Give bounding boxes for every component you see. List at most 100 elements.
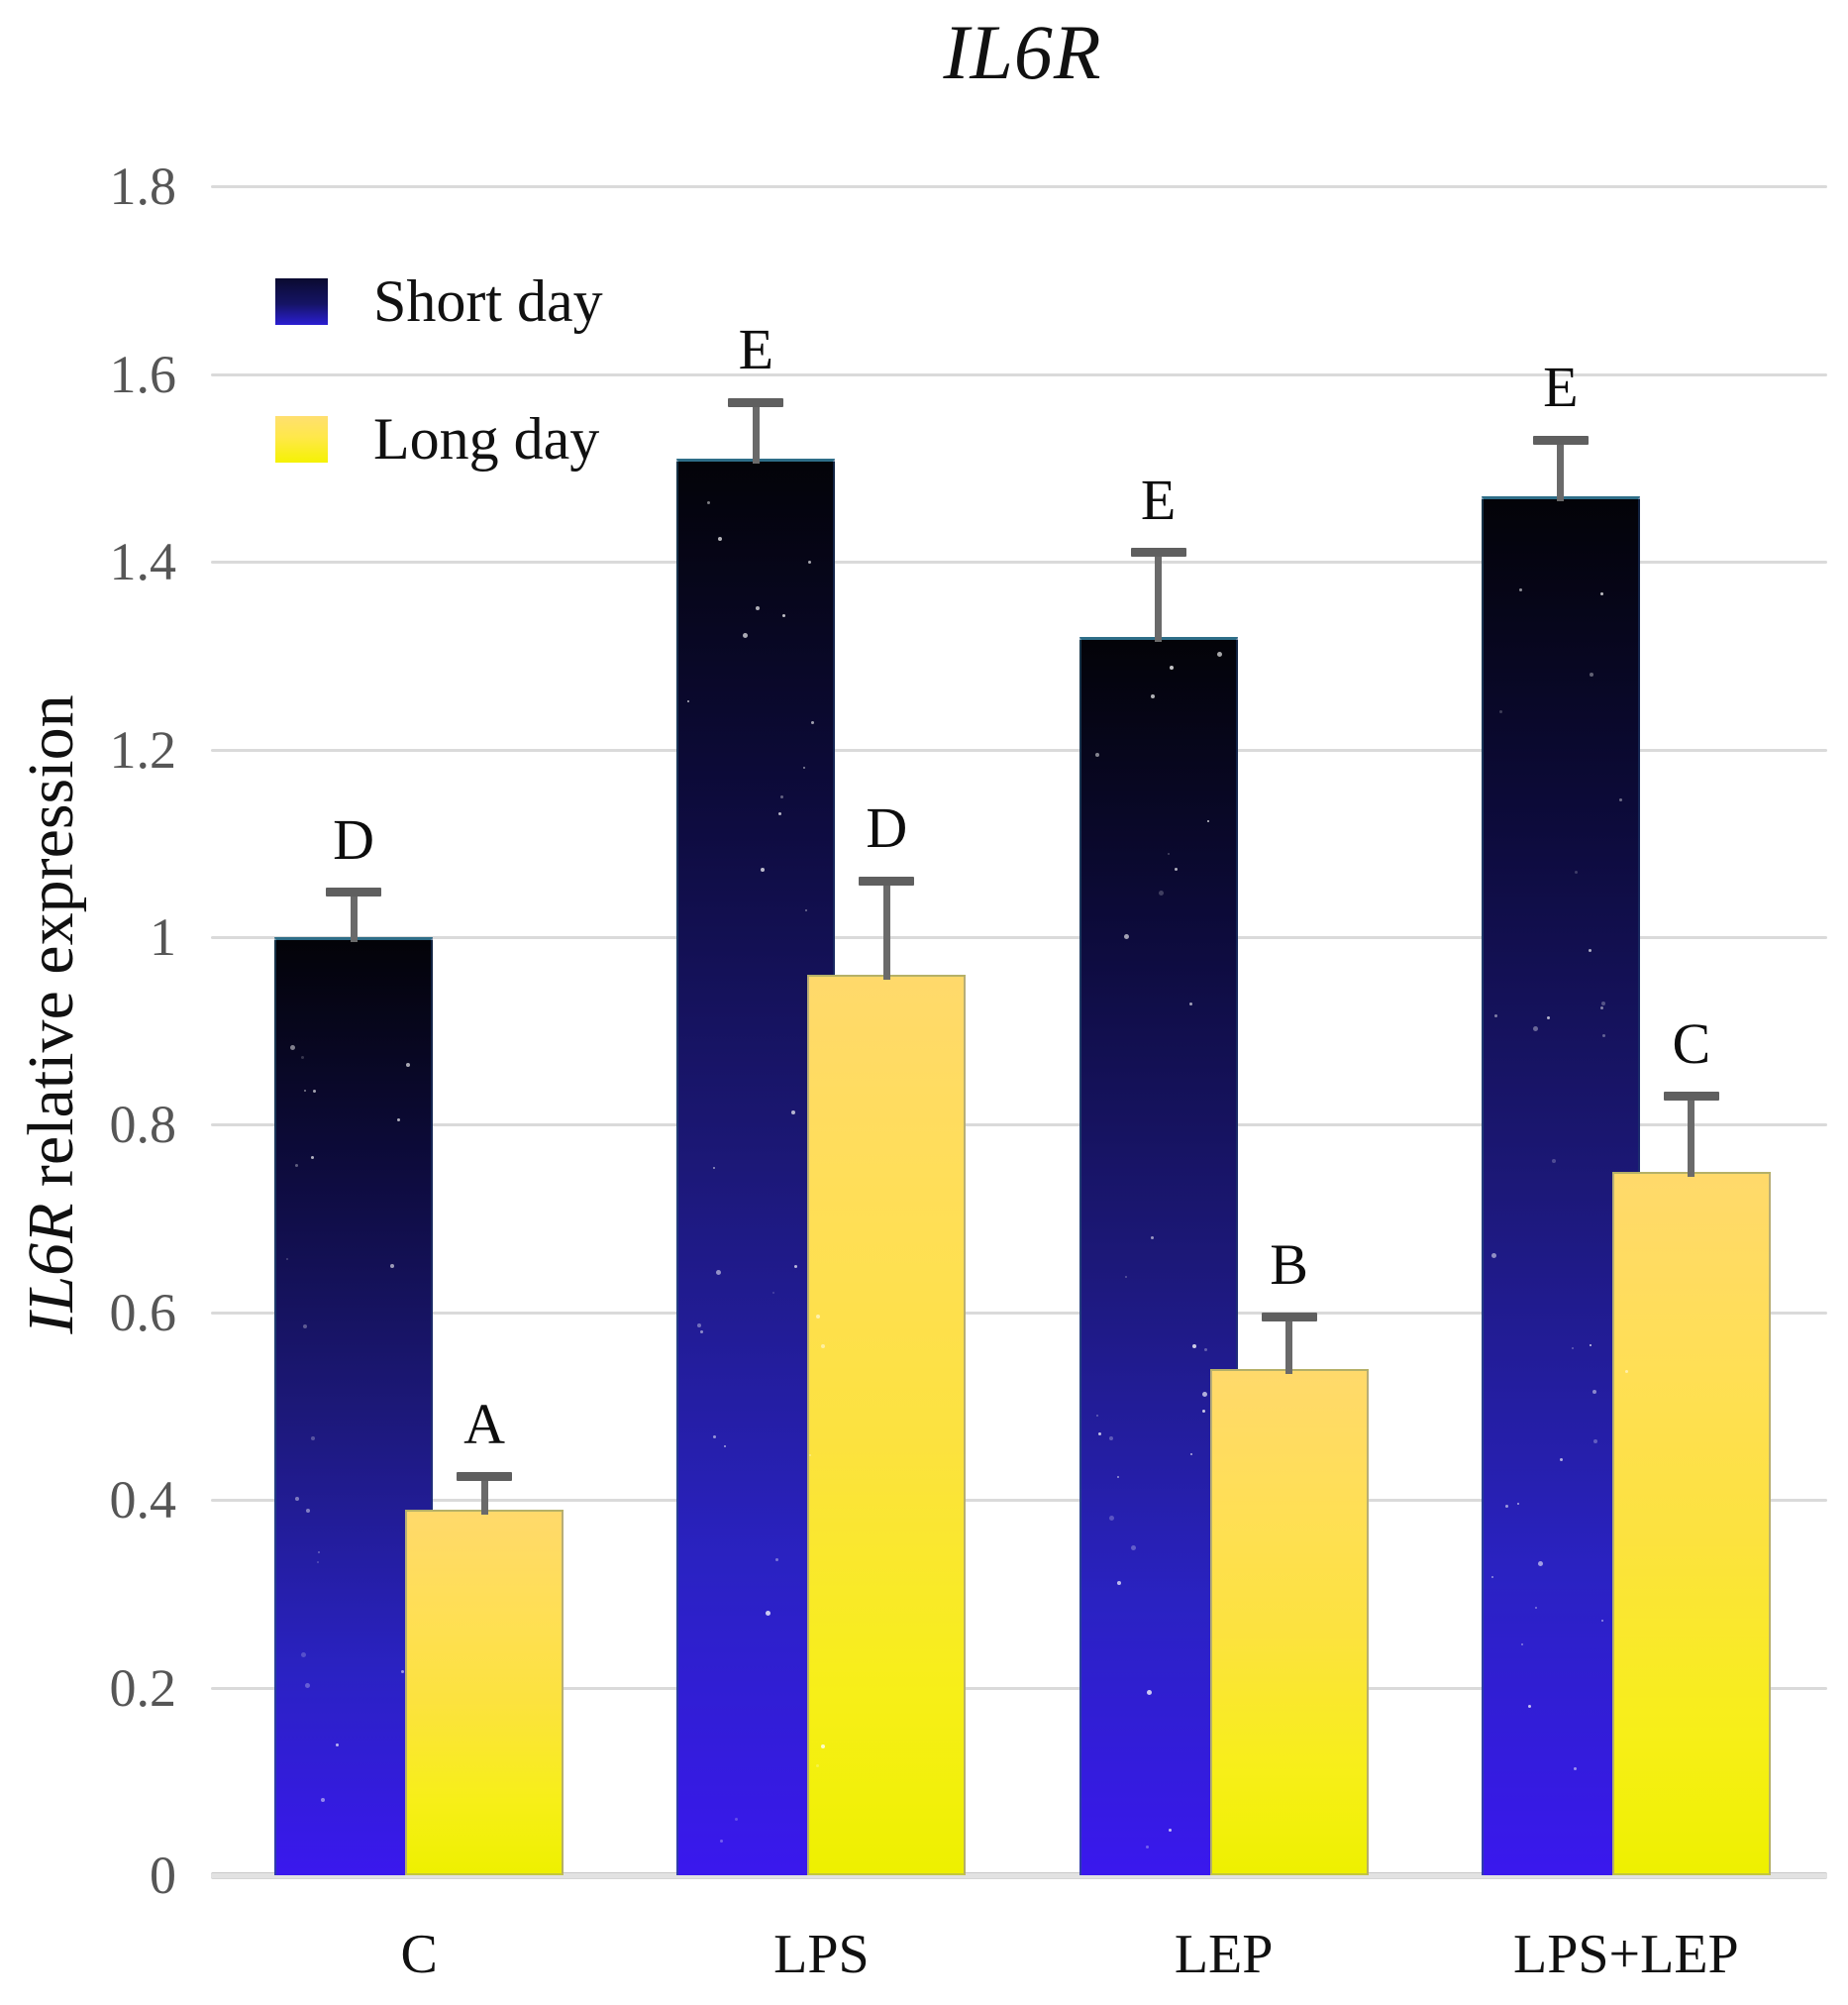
legend-item-short-day: Short day xyxy=(275,267,603,336)
star-speckle xyxy=(771,1292,774,1295)
star-speckle xyxy=(1516,1503,1519,1506)
star-speckle xyxy=(686,700,689,703)
bar-long-day-LPS xyxy=(807,974,967,1875)
star-speckle xyxy=(396,1117,400,1121)
star-speckle xyxy=(717,537,722,542)
significance-letter: C xyxy=(1672,1010,1711,1076)
significance-letter: A xyxy=(463,1391,506,1456)
y-tick-label: 0.4 xyxy=(109,1470,177,1530)
significance-letter: E xyxy=(738,317,774,382)
star-speckle xyxy=(1537,1561,1543,1567)
star-speckle xyxy=(1190,1453,1193,1456)
star-speckle xyxy=(1098,1432,1102,1436)
significance-letter: E xyxy=(1543,355,1579,420)
star-speckle xyxy=(310,1435,315,1440)
star-speckle xyxy=(1168,1828,1172,1832)
star-speckle xyxy=(807,561,811,565)
star-speckle xyxy=(285,1258,288,1261)
star-speckle xyxy=(1589,1344,1591,1347)
star-speckle xyxy=(793,1265,797,1269)
y-axis-title: IL6R relative expression xyxy=(15,172,87,1856)
bar-long-day-LEP xyxy=(1209,1368,1369,1875)
star-speckle xyxy=(760,867,765,872)
star-speckle xyxy=(1528,1704,1532,1708)
star-speckle xyxy=(302,1323,307,1328)
star-speckle xyxy=(766,1611,771,1617)
star-speckle xyxy=(1124,934,1130,940)
star-speckle xyxy=(1573,1767,1577,1770)
error-bar-cap xyxy=(1532,435,1589,445)
gridline xyxy=(211,185,1827,189)
star-speckle xyxy=(716,1270,722,1276)
gridline xyxy=(211,1311,1827,1315)
error-bar-stem xyxy=(1557,440,1565,501)
gridline xyxy=(211,1123,1827,1127)
star-speckle xyxy=(1599,1005,1603,1009)
short-day-swatch-icon xyxy=(275,278,328,325)
gridline xyxy=(211,1686,1827,1690)
star-speckle xyxy=(1151,694,1156,699)
star-speckle xyxy=(734,1817,738,1821)
star-speckle xyxy=(1169,665,1174,670)
error-bar-stem xyxy=(1688,1096,1695,1177)
star-speckle xyxy=(820,1744,825,1749)
x-axis-baseline xyxy=(211,1872,1827,1879)
star-speckle xyxy=(1599,591,1603,595)
star-speckle xyxy=(320,1798,325,1803)
star-speckle xyxy=(1590,673,1594,678)
star-speckle xyxy=(305,1683,311,1689)
y-tick-label: 0 xyxy=(150,1846,176,1905)
y-tick-label: 0.2 xyxy=(109,1657,177,1718)
star-speckle xyxy=(289,1044,295,1050)
star-speckle xyxy=(699,1330,703,1334)
error-bar-cap xyxy=(326,888,382,897)
star-speckle xyxy=(1602,1034,1606,1038)
star-speckle xyxy=(713,1434,717,1438)
star-speckle xyxy=(1491,1576,1494,1579)
legend-item-long-day: Long day xyxy=(275,405,599,474)
star-speckle xyxy=(1589,948,1592,952)
star-speckle xyxy=(782,613,786,617)
error-bar-stem xyxy=(1155,552,1163,642)
star-speckle xyxy=(1535,1607,1538,1610)
star-speckle xyxy=(1204,1347,1208,1351)
y-tick-label: 0.6 xyxy=(109,1282,177,1342)
star-speckle xyxy=(335,1743,339,1747)
bar-long-day-LPS+LEP xyxy=(1611,1171,1771,1875)
star-speckle xyxy=(1490,1252,1496,1258)
star-speckle xyxy=(1096,1414,1099,1417)
star-speckle xyxy=(1151,1236,1155,1240)
star-speckle xyxy=(300,1056,304,1060)
star-speckle xyxy=(712,1167,715,1170)
star-speckle xyxy=(1493,1014,1497,1018)
chart-title: IL6R xyxy=(943,9,1102,95)
star-speckle xyxy=(294,1163,298,1167)
star-speckle xyxy=(1520,1643,1523,1646)
star-speckle xyxy=(1546,1015,1550,1019)
star-speckle xyxy=(1125,1276,1128,1279)
star-speckle xyxy=(780,794,784,798)
star-speckle xyxy=(720,1840,724,1844)
significance-letter: B xyxy=(1270,1231,1308,1297)
error-bar-stem xyxy=(752,402,760,465)
star-speckle xyxy=(1159,891,1165,897)
star-speckle xyxy=(304,1089,307,1092)
y-tick-label: 0.8 xyxy=(109,1095,177,1155)
star-speckle xyxy=(755,605,760,610)
star-speckle xyxy=(400,1669,404,1673)
star-speckle xyxy=(805,909,808,912)
star-speckle xyxy=(810,720,814,724)
bar-long-day-C xyxy=(405,1509,565,1875)
x-axis-label-C: C xyxy=(400,1924,438,1985)
star-speckle xyxy=(1600,1002,1605,1006)
gridline xyxy=(211,561,1827,565)
star-speckle xyxy=(301,1651,307,1657)
long-day-swatch-icon xyxy=(275,416,328,463)
error-bar-stem xyxy=(350,892,358,942)
star-speckle xyxy=(1168,852,1171,855)
star-speckle xyxy=(808,1454,811,1457)
star-speckle xyxy=(1560,1458,1564,1462)
star-speckle xyxy=(821,1344,826,1349)
star-speckle xyxy=(1145,1846,1149,1849)
error-bar-cap xyxy=(1261,1313,1317,1322)
